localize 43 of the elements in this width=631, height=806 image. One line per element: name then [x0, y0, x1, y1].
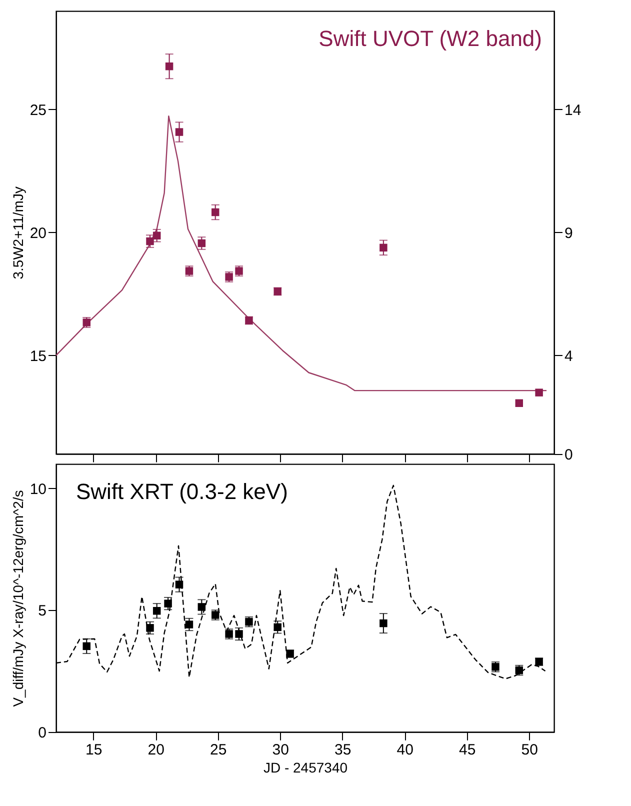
- point: [380, 619, 388, 628]
- point: [82, 642, 90, 650]
- point: [164, 600, 172, 608]
- annotation: Swift XRT (0.3-2 keV): [76, 479, 288, 504]
- y-axis-title: 3.5W2+11/mJy: [10, 186, 26, 280]
- point: [175, 580, 184, 588]
- x-tick-label: 15: [86, 741, 102, 758]
- y2-tick-label: 4: [564, 348, 573, 365]
- x-tick-label: 25: [210, 741, 227, 758]
- point: [185, 620, 194, 628]
- y-tick-label: 15: [30, 348, 46, 365]
- y-axis-title: V_diff/mJy X-ray/10^-12erg/cm^2/s: [10, 490, 26, 707]
- point: [198, 603, 206, 611]
- x-tick-label: 40: [396, 741, 414, 758]
- x-tick-label: 35: [334, 741, 352, 758]
- x-tick-label: 45: [459, 741, 476, 758]
- y2-tick-label: 9: [564, 224, 573, 242]
- x-axis-title: JD - 2457340: [263, 759, 348, 776]
- line-series: [55, 115, 548, 392]
- point: [152, 232, 161, 240]
- point: [146, 624, 154, 632]
- point: [198, 239, 206, 248]
- y-tick-label: 25: [30, 102, 46, 119]
- point: [165, 62, 174, 70]
- y-tick-label: 20: [30, 224, 46, 242]
- x-tick-label: 20: [148, 741, 164, 758]
- x-tick-label: 30: [272, 741, 289, 758]
- point: [274, 623, 282, 632]
- point: [515, 399, 524, 407]
- y-tick-label: 10: [30, 480, 46, 498]
- x-tick-label: 50: [521, 741, 538, 758]
- y2-tick-label: 14: [564, 102, 582, 119]
- point: [535, 388, 543, 396]
- point: [146, 237, 154, 246]
- point: [211, 208, 220, 216]
- point: [380, 244, 388, 252]
- y-tick-label: 0: [38, 724, 46, 742]
- point: [152, 606, 161, 615]
- y-tick-label: 5: [38, 602, 46, 620]
- y2-tick-label: 0: [564, 446, 573, 464]
- annotation: Swift UVOT (W2 band): [318, 26, 542, 51]
- point: [235, 630, 243, 638]
- point: [175, 128, 184, 136]
